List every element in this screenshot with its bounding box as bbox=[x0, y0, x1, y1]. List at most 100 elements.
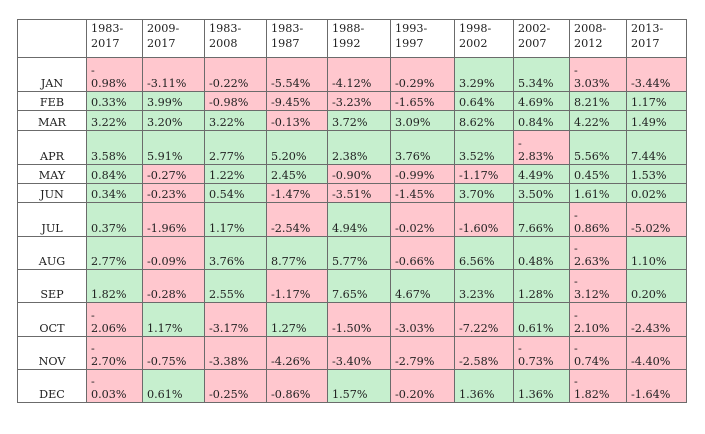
value-cell: -1.45% bbox=[390, 183, 455, 203]
table-row: OCT -2.06% 1.17% -3.17% 1.27% -1.50% -3.03% -7.… bbox=[17, 302, 687, 337]
value-cell: 0.48% bbox=[513, 236, 570, 270]
month-label: FEB bbox=[17, 91, 87, 111]
value-cell: -0.22% bbox=[204, 57, 267, 92]
value-cell: 0.84% bbox=[513, 110, 570, 131]
value-cell: -0.03% bbox=[86, 369, 143, 403]
value-cell: 4.94% bbox=[327, 202, 391, 237]
table-row: JAN -0.98% -3.11% -0.22% -5.54% -4.12% -0.29% 3… bbox=[17, 57, 687, 92]
value-cell: 3.20% bbox=[142, 110, 205, 131]
value-cell: 3.76% bbox=[204, 236, 267, 270]
value-cell: 1.53% bbox=[626, 164, 687, 184]
value-cell: -1.65% bbox=[390, 91, 455, 111]
value-cell: 0.64% bbox=[454, 91, 514, 111]
value-cell: -5.02% bbox=[626, 202, 687, 237]
value-cell: 1.27% bbox=[266, 302, 328, 337]
value-cell: -4.26% bbox=[266, 336, 328, 370]
value-cell: -1.17% bbox=[454, 164, 514, 184]
value-cell: 1.61% bbox=[569, 183, 627, 203]
value-cell: 3.52% bbox=[454, 130, 514, 165]
table-row: MAY 0.84% -0.27% 1.22% 2.45% -0.90% -0.99% -1.1… bbox=[17, 164, 687, 184]
value-cell: 1.57% bbox=[327, 369, 391, 403]
value-cell: 3.50% bbox=[513, 183, 570, 203]
column-header: 1983- 2017 bbox=[86, 19, 143, 58]
column-header: 1988- 1992 bbox=[327, 19, 391, 58]
value-cell: -1.96% bbox=[142, 202, 205, 237]
table-row: JUL 0.37% -1.96% 1.17% -2.54% 4.94% -0.02% -1.6… bbox=[17, 202, 687, 237]
value-cell: -0.74% bbox=[569, 336, 627, 370]
value-cell: -3.51% bbox=[327, 183, 391, 203]
value-cell: -0.90% bbox=[327, 164, 391, 184]
value-cell: -0.99% bbox=[390, 164, 455, 184]
month-label: AUG bbox=[17, 236, 87, 270]
value-cell: -3.38% bbox=[204, 336, 267, 370]
table-row: MAR 3.22% 3.20% 3.22% -0.13% 3.72% 3.09% 8.62% 0… bbox=[17, 110, 687, 131]
value-cell: -3.23% bbox=[327, 91, 391, 111]
value-cell: -1.60% bbox=[454, 202, 514, 237]
value-cell: -3.40% bbox=[327, 336, 391, 370]
value-cell: 1.36% bbox=[454, 369, 514, 403]
value-cell: -4.40% bbox=[626, 336, 687, 370]
value-cell: -4.12% bbox=[327, 57, 391, 92]
value-cell: 3.22% bbox=[86, 110, 143, 131]
value-cell: -3.11% bbox=[142, 57, 205, 92]
value-cell: 1.36% bbox=[513, 369, 570, 403]
value-cell: 0.45% bbox=[569, 164, 627, 184]
value-cell: 2.77% bbox=[204, 130, 267, 165]
corner-cell bbox=[17, 19, 87, 58]
value-cell: -0.86% bbox=[266, 369, 328, 403]
value-cell: 1.10% bbox=[626, 236, 687, 270]
value-cell: 5.77% bbox=[327, 236, 391, 270]
value-cell: -0.75% bbox=[142, 336, 205, 370]
value-cell: 2.77% bbox=[86, 236, 143, 270]
value-cell: -2.83% bbox=[513, 130, 570, 165]
value-cell: -2.58% bbox=[454, 336, 514, 370]
value-cell: 1.82% bbox=[86, 269, 143, 303]
value-cell: 3.58% bbox=[86, 130, 143, 165]
table-row: DEC -0.03% 0.61% -0.25% -0.86% 1.57% -0.20% 1.3… bbox=[17, 369, 687, 403]
value-cell: -0.13% bbox=[266, 110, 328, 131]
table-row: SEP 1.82% -0.28% 2.55% -1.17% 7.65% 4.67% 3.23%… bbox=[17, 269, 687, 303]
value-cell: 4.22% bbox=[569, 110, 627, 131]
value-cell: -1.47% bbox=[266, 183, 328, 203]
value-cell: 3.72% bbox=[327, 110, 391, 131]
value-cell: -3.44% bbox=[626, 57, 687, 92]
value-cell: 0.37% bbox=[86, 202, 143, 237]
month-label: JUN bbox=[17, 183, 87, 203]
value-cell: -5.54% bbox=[266, 57, 328, 92]
month-label: OCT bbox=[17, 302, 87, 337]
value-cell: 8.21% bbox=[569, 91, 627, 111]
value-cell: -1.82% bbox=[569, 369, 627, 403]
column-header: 2008- 2012 bbox=[569, 19, 627, 58]
value-cell: -3.03% bbox=[390, 302, 455, 337]
value-cell: -0.86% bbox=[569, 202, 627, 237]
value-cell: 2.55% bbox=[204, 269, 267, 303]
value-cell: 7.66% bbox=[513, 202, 570, 237]
column-header: 2002- 2007 bbox=[513, 19, 570, 58]
value-cell: 1.49% bbox=[626, 110, 687, 131]
value-cell: -1.17% bbox=[266, 269, 328, 303]
value-cell: -0.98% bbox=[86, 57, 143, 92]
value-cell: -3.03% bbox=[569, 57, 627, 92]
value-cell: -0.25% bbox=[204, 369, 267, 403]
value-cell: -0.28% bbox=[142, 269, 205, 303]
value-cell: -9.45% bbox=[266, 91, 328, 111]
value-cell: 0.34% bbox=[86, 183, 143, 203]
value-cell: 3.70% bbox=[454, 183, 514, 203]
value-cell: -2.70% bbox=[86, 336, 143, 370]
month-label: JUL bbox=[17, 202, 87, 237]
value-cell: -0.02% bbox=[390, 202, 455, 237]
table-row: JUN 0.34% -0.23% 0.54% -1.47% -3.51% -1.45% 3.7… bbox=[17, 183, 687, 203]
value-cell: 0.61% bbox=[142, 369, 205, 403]
value-cell: -1.64% bbox=[626, 369, 687, 403]
value-cell: -3.17% bbox=[204, 302, 267, 337]
table-row: FEB 0.33% 3.99% -0.98% -9.45% -3.23% -1.65% 0.6… bbox=[17, 91, 687, 111]
month-label: NOV bbox=[17, 336, 87, 370]
value-cell: 0.33% bbox=[86, 91, 143, 111]
value-cell: -0.23% bbox=[142, 183, 205, 203]
column-header: 1983- 2008 bbox=[204, 19, 267, 58]
value-cell: 8.62% bbox=[454, 110, 514, 131]
column-header: 1983- 1987 bbox=[266, 19, 328, 58]
column-header: 2013- 2017 bbox=[626, 19, 687, 58]
month-label: MAY bbox=[17, 164, 87, 184]
value-cell: 0.61% bbox=[513, 302, 570, 337]
